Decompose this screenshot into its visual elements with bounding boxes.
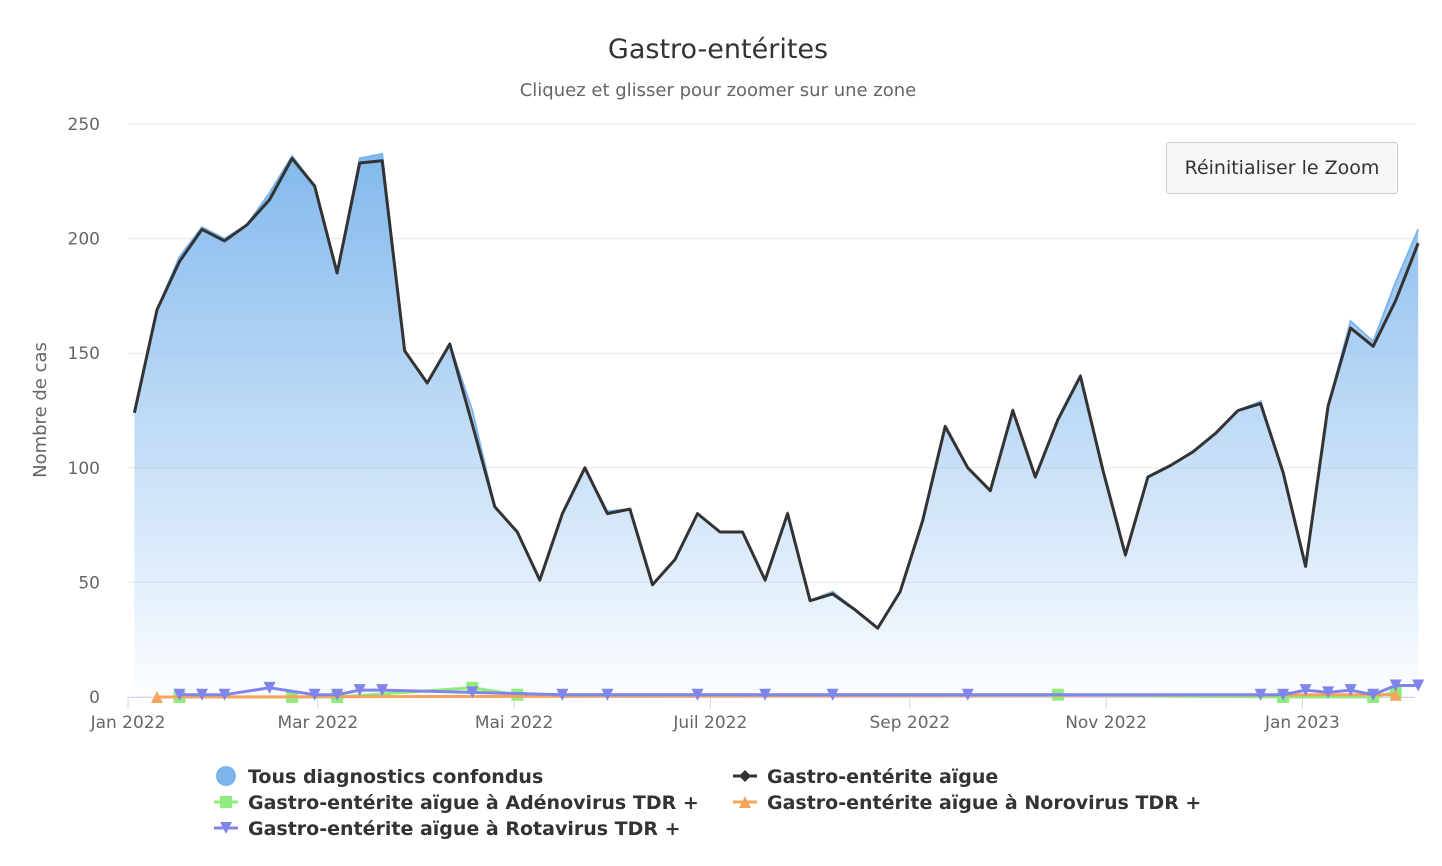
marker-triangle-down [466, 686, 479, 699]
legend-label: Gastro-entérite aïgue à Norovirus TDR + [767, 792, 1201, 814]
marker-triangle-down [759, 688, 772, 701]
marker-triangle-down [1367, 688, 1380, 701]
x-tick-label: Nov 2022 [1065, 713, 1147, 733]
marker-triangle-down [1412, 679, 1425, 692]
legend-label: Gastro-entérite aïgue à Adénovirus TDR + [248, 792, 699, 814]
marker-diamond [739, 770, 751, 782]
marker-triangle-down [1389, 679, 1402, 692]
legend-item[interactable]: Gastro-entérite aïgue à Adénovirus TDR + [214, 792, 699, 814]
marker-triangle [1389, 688, 1402, 701]
marker-triangle-down [1254, 688, 1267, 701]
legend-item[interactable]: Gastro-entérite aïgue à Norovirus TDR + [733, 792, 1201, 814]
y-tick-label: 50 [78, 573, 100, 593]
x-tick-label: Jan 2022 [90, 713, 166, 733]
series-line-gastro-enterite-aigue [132, 156, 1420, 630]
marker-triangle-down [196, 688, 209, 701]
marker-triangle-down [353, 684, 366, 697]
marker-triangle-down [263, 681, 276, 694]
y-tick-label: 150 [68, 344, 100, 364]
marker-triangle-down [218, 688, 231, 701]
legend-label: Tous diagnostics confondus [248, 766, 543, 788]
y-tick-label: 200 [68, 230, 100, 250]
marker-triangle-down [308, 688, 321, 701]
legend-item[interactable]: Tous diagnostics confondus [216, 766, 543, 788]
series-layer [132, 152, 1425, 703]
marker-triangle-down [173, 688, 186, 701]
series-area-tous-diagnostics [134, 153, 1419, 698]
x-tick-label: Juil 2022 [672, 713, 747, 733]
legend-label: Gastro-entérite aïgue à Rotavirus TDR + [248, 818, 681, 840]
marker-triangle-down [691, 688, 704, 701]
marker-triangle-down [1299, 684, 1312, 697]
y-tick-label: 100 [68, 459, 100, 479]
x-tick-label: Mai 2022 [475, 713, 553, 733]
marker-triangle-down [601, 688, 614, 701]
legend-label: Gastro-entérite aïgue [767, 766, 998, 788]
legend-item[interactable]: Gastro-entérite aïgue [733, 766, 998, 788]
legend: Tous diagnostics confondus Gastro-entérit… [214, 766, 1201, 840]
marker-triangle-down [556, 688, 569, 701]
x-tick-label: Mar 2022 [277, 713, 358, 733]
marker-triangle-down [961, 688, 974, 701]
x-tick-label: Jan 2023 [1264, 713, 1340, 733]
marker-circle [216, 766, 236, 786]
marker-triangle-down [376, 684, 389, 697]
marker-triangle-down [1322, 686, 1335, 699]
reset-zoom-button[interactable]: Réinitialiser le Zoom [1166, 142, 1398, 194]
legend-item[interactable]: Gastro-entérite aïgue à Rotavirus TDR + [214, 818, 681, 840]
x-tick-label: Sep 2022 [869, 713, 950, 733]
y-axis-title: Nombre de cas [30, 342, 51, 478]
marker-triangle-down [826, 688, 839, 701]
y-tick-label: 0 [89, 688, 100, 708]
marker-triangle-down [1277, 688, 1290, 701]
x-axis: Jan 2022 Mar 2022 Mai 2022 Juil 2022 Sep 202… [90, 697, 1415, 733]
y-tick-label: 250 [68, 115, 100, 135]
marker-triangle [739, 796, 751, 808]
marker-square [220, 796, 232, 808]
marker-triangle-down [331, 688, 344, 701]
marker-triangle [150, 691, 163, 703]
chart-subtitle: Cliquez et glisser pour zoomer sur une z… [520, 80, 917, 101]
marker-triangle-down [220, 822, 232, 834]
marker-triangle-down [1344, 684, 1357, 697]
chart-title: Gastro-entérites [608, 34, 828, 65]
y-axis: 0 50 100 150 200 250 [68, 115, 100, 708]
